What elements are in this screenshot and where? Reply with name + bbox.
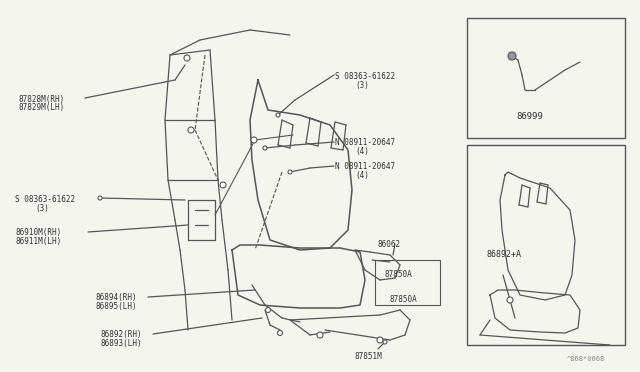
Bar <box>467 18 625 138</box>
Text: 87828M(RH): 87828M(RH) <box>18 95 64 104</box>
Circle shape <box>184 55 190 61</box>
Text: 86895(LH): 86895(LH) <box>95 302 136 311</box>
Text: (3): (3) <box>355 81 369 90</box>
Text: (4): (4) <box>355 147 369 156</box>
Circle shape <box>276 113 280 117</box>
Text: (3): (3) <box>35 204 49 213</box>
Circle shape <box>220 182 226 188</box>
Bar <box>375 260 440 305</box>
Circle shape <box>288 170 292 174</box>
Text: 86910M(RH): 86910M(RH) <box>15 228 61 237</box>
Text: 86893(LH): 86893(LH) <box>100 339 141 348</box>
Text: 86892(RH): 86892(RH) <box>100 330 141 339</box>
Text: S 08363-61622: S 08363-61622 <box>15 195 75 204</box>
Circle shape <box>383 340 387 344</box>
Circle shape <box>377 337 383 343</box>
Circle shape <box>278 330 282 336</box>
Text: 87851M: 87851M <box>355 352 383 361</box>
Text: ^868*0068: ^868*0068 <box>567 356 605 362</box>
Text: 86062: 86062 <box>378 240 401 249</box>
Text: 87829M(LH): 87829M(LH) <box>18 103 64 112</box>
Circle shape <box>188 127 194 133</box>
Bar <box>467 145 625 345</box>
Text: 86892+A: 86892+A <box>487 250 522 259</box>
Circle shape <box>251 137 257 143</box>
Circle shape <box>507 297 513 303</box>
Circle shape <box>266 308 271 312</box>
Text: 86894(RH): 86894(RH) <box>95 293 136 302</box>
Text: (4): (4) <box>355 171 369 180</box>
Circle shape <box>317 332 323 338</box>
Circle shape <box>508 52 516 60</box>
Text: S 08363-61622: S 08363-61622 <box>335 72 395 81</box>
Text: N 08911-20647: N 08911-20647 <box>335 162 395 171</box>
Text: 86911M(LH): 86911M(LH) <box>15 237 61 246</box>
Text: 87850A: 87850A <box>390 295 418 304</box>
Text: N 08911-20647: N 08911-20647 <box>335 138 395 147</box>
Text: 87850A: 87850A <box>385 270 413 279</box>
Circle shape <box>98 196 102 200</box>
Circle shape <box>263 146 267 150</box>
Text: 86999: 86999 <box>516 112 543 121</box>
